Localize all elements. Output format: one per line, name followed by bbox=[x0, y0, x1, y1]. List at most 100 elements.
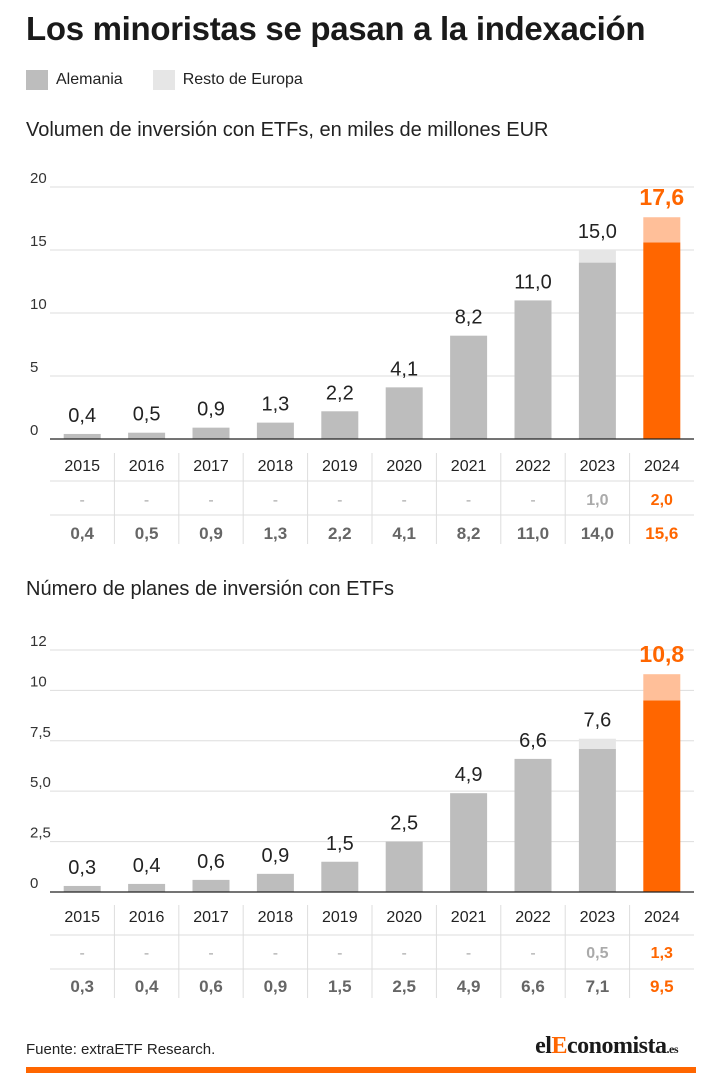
bar-germany-2020 bbox=[385, 841, 423, 892]
x-tick-label: 2020 bbox=[386, 458, 422, 475]
chart-plans: 0 2,5 5,0 7,5 10 12 0,3 2015 - 0,3 0,4 2016 - 0,4 0,6 2… bbox=[30, 633, 694, 998]
data-label-total-2017: 0,6 bbox=[197, 851, 225, 873]
data-label-total-2019: 2,2 bbox=[326, 382, 354, 404]
data-label-total-2024: 17,6 bbox=[639, 184, 684, 210]
bar-germany-2019 bbox=[321, 411, 359, 439]
data-label-total-2023: 15,0 bbox=[578, 221, 617, 243]
bar-rest-2024 bbox=[643, 674, 681, 701]
table-germany-value: 6,6 bbox=[521, 977, 545, 996]
table-rest-value: - bbox=[337, 945, 342, 962]
chart-1-title: Volumen de inversión con ETFs, en miles … bbox=[26, 119, 549, 141]
x-tick-label: 2016 bbox=[129, 909, 165, 926]
data-label-total-2023: 7,6 bbox=[583, 710, 611, 732]
x-tick-label: 2021 bbox=[451, 909, 487, 926]
bar-rest-2024 bbox=[643, 217, 681, 243]
table-rest-value: - bbox=[208, 492, 213, 509]
bar-germany-2015 bbox=[63, 433, 101, 439]
x-tick-label: 2024 bbox=[644, 458, 680, 475]
table-rest-value: - bbox=[466, 492, 471, 509]
data-label-total-2015: 0,4 bbox=[68, 405, 96, 427]
table-rest-value: 1,0 bbox=[586, 492, 608, 509]
y-tick-label: 15 bbox=[30, 233, 47, 250]
data-label-total-2017: 0,9 bbox=[197, 399, 225, 421]
table-germany-value: 2,2 bbox=[328, 524, 352, 543]
data-label-total-2019: 1,5 bbox=[326, 833, 354, 855]
data-label-total-2024: 10,8 bbox=[639, 641, 684, 667]
table-rest-value: - bbox=[144, 492, 149, 509]
bar-germany-2020 bbox=[385, 387, 423, 439]
data-label-total-2018: 1,3 bbox=[261, 394, 289, 416]
x-tick-label: 2018 bbox=[258, 458, 294, 475]
table-rest-value: - bbox=[273, 492, 278, 509]
table-rest-value: - bbox=[530, 945, 535, 962]
table-germany-value: 0,5 bbox=[135, 524, 159, 543]
x-tick-label: 2019 bbox=[322, 909, 358, 926]
x-tick-label: 2021 bbox=[451, 458, 487, 475]
x-tick-label: 2015 bbox=[64, 909, 100, 926]
bar-germany-2017 bbox=[192, 879, 230, 892]
source-note: Fuente: extraETF Research. bbox=[26, 1041, 216, 1058]
x-tick-label: 2020 bbox=[386, 909, 422, 926]
bar-germany-2024 bbox=[643, 242, 681, 439]
bar-germany-2023 bbox=[578, 748, 616, 892]
y-tick-label: 2,5 bbox=[30, 825, 51, 842]
table-rest-value: 2,0 bbox=[651, 492, 673, 509]
table-rest-value: - bbox=[144, 945, 149, 962]
table-rest-value: - bbox=[402, 492, 407, 509]
bar-germany-2018 bbox=[256, 422, 294, 439]
bar-germany-2016 bbox=[128, 432, 166, 439]
table-rest-value: - bbox=[466, 945, 471, 962]
data-label-total-2021: 8,2 bbox=[455, 307, 483, 329]
bar-germany-2023 bbox=[578, 262, 616, 439]
table-germany-value: 0,6 bbox=[199, 977, 223, 996]
x-tick-label: 2015 bbox=[64, 458, 100, 475]
table-germany-value: 4,1 bbox=[392, 524, 416, 543]
table-rest-value: - bbox=[337, 492, 342, 509]
legend-swatch-rest bbox=[152, 70, 175, 90]
bar-germany-2021 bbox=[450, 793, 488, 892]
x-tick-label: 2019 bbox=[322, 458, 358, 475]
bar-germany-2022 bbox=[514, 300, 552, 439]
chart-volume: 0 5 10 15 20 0,4 2015 - 0,4 0,5 2016 - 0,5 0,9 2017 - 0,… bbox=[30, 170, 694, 544]
y-tick-label: 0 bbox=[30, 875, 38, 892]
legend-swatch-germany bbox=[26, 70, 48, 90]
table-germany-value: 1,5 bbox=[328, 977, 352, 996]
table-germany-value: 0,9 bbox=[199, 524, 223, 543]
bar-germany-2018 bbox=[256, 873, 294, 892]
x-tick-label: 2022 bbox=[515, 909, 551, 926]
data-label-total-2020: 2,5 bbox=[390, 813, 418, 835]
legend: Alemania Resto de Europa bbox=[26, 68, 333, 92]
table-germany-value: 9,5 bbox=[650, 977, 674, 996]
data-label-total-2015: 0,3 bbox=[68, 857, 96, 879]
table-rest-value: - bbox=[530, 492, 535, 509]
bar-germany-2015 bbox=[63, 885, 101, 892]
table-germany-value: 0,9 bbox=[264, 977, 288, 996]
table-germany-value: 7,1 bbox=[586, 977, 610, 996]
table-germany-value: 8,2 bbox=[457, 524, 481, 543]
table-rest-value: - bbox=[273, 945, 278, 962]
bar-germany-2022 bbox=[514, 758, 552, 892]
legend-label-germany: Alemania bbox=[56, 71, 123, 88]
page-title: Los minoristas se pasan a la indexación bbox=[26, 10, 646, 47]
data-label-total-2016: 0,4 bbox=[133, 855, 161, 877]
y-tick-label: 12 bbox=[30, 633, 47, 650]
x-tick-label: 2024 bbox=[644, 909, 680, 926]
table-rest-value: - bbox=[402, 945, 407, 962]
table-germany-value: 0,4 bbox=[70, 524, 94, 543]
y-tick-label: 5 bbox=[30, 359, 38, 376]
x-tick-label: 2022 bbox=[515, 458, 551, 475]
bar-rest-2023 bbox=[578, 250, 616, 263]
table-rest-value: 1,3 bbox=[651, 945, 673, 962]
x-tick-label: 2017 bbox=[193, 458, 229, 475]
table-rest-value: - bbox=[80, 945, 85, 962]
legend-label-rest: Resto de Europa bbox=[182, 71, 303, 88]
table-germany-value: 11,0 bbox=[517, 524, 549, 543]
table-germany-value: 0,3 bbox=[70, 977, 94, 996]
bar-germany-2019 bbox=[321, 861, 359, 892]
table-rest-value: 0,5 bbox=[586, 945, 608, 962]
chart-2-title: Número de planes de inversión con ETFs bbox=[26, 578, 394, 600]
x-tick-label: 2023 bbox=[580, 458, 616, 475]
y-tick-label: 5,0 bbox=[30, 774, 51, 791]
table-germany-value: 2,5 bbox=[392, 977, 416, 996]
y-tick-label: 20 bbox=[30, 170, 47, 187]
